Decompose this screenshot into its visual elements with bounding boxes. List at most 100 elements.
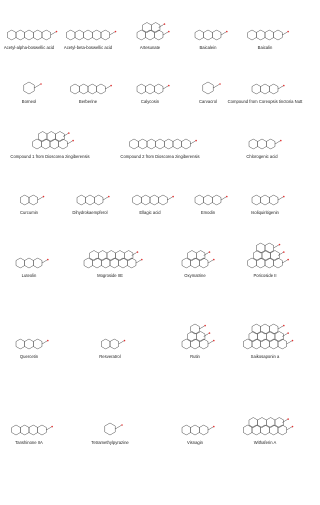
bond-line [105, 85, 111, 90]
ring [277, 338, 287, 350]
bond-line [282, 419, 288, 423]
heteroatom [167, 30, 170, 33]
heteroatom [163, 23, 166, 25]
heteroatom [291, 339, 294, 342]
ring [109, 338, 119, 350]
bond-line [220, 31, 227, 36]
ring [264, 29, 274, 41]
molecule: Artesunate [136, 22, 170, 50]
ring [155, 138, 165, 150]
heteroatom [110, 84, 112, 87]
bond-line [190, 140, 196, 145]
heteroatom [212, 425, 215, 428]
ring [274, 331, 284, 342]
ring [181, 424, 191, 436]
ring [248, 331, 258, 342]
molecule: Compound 2 from Dioscorea zingiberensis [120, 138, 200, 159]
molecule-label: Calycosin [141, 99, 160, 104]
ring [256, 257, 266, 269]
ring [15, 257, 25, 269]
ring [58, 138, 68, 150]
ring [20, 424, 30, 436]
ring [203, 29, 213, 41]
molecule-label: Isoliquiritigenin [251, 210, 279, 215]
ring [24, 29, 34, 41]
ring [145, 29, 155, 41]
ring [70, 83, 80, 95]
molecule-label: Acetyl-alpha-boswellic acid [4, 45, 55, 50]
ring [260, 194, 270, 206]
molecule: Resveratrol [99, 338, 126, 359]
ring [196, 331, 206, 342]
heteroatom [140, 258, 143, 261]
molecule: Withaferin A [243, 417, 294, 445]
bond-line [158, 24, 164, 28]
ring [257, 417, 267, 428]
molecule-label: Dihydrokaempferol [72, 210, 107, 215]
molecule: Dihydrokaempferol [72, 194, 110, 215]
ring [79, 83, 89, 95]
bond-line [277, 85, 284, 90]
ring [260, 83, 270, 95]
bond-line [277, 325, 284, 330]
ring [28, 194, 38, 206]
ring [41, 138, 51, 150]
bond-line [282, 259, 288, 264]
heteroatom [51, 425, 53, 428]
heteroatom [225, 195, 228, 198]
molecule: Compound from Coreopsis tinctoria Nutt [228, 83, 303, 104]
molecule-label: Acetyl-beta-boswellic acid [64, 45, 113, 50]
heteroatom [204, 324, 206, 327]
ring [273, 29, 283, 41]
ring [15, 338, 25, 350]
ring [74, 29, 84, 41]
ring [269, 83, 279, 95]
ring [264, 257, 274, 269]
ring [129, 138, 139, 150]
molecule: Chlorogenic acid [246, 138, 282, 159]
molecule-label: Chlorogenic acid [246, 154, 278, 159]
ring [248, 417, 258, 428]
molecule-label: Compound 1 from Dioscorea zingiberensis [10, 154, 89, 159]
bond-line [118, 340, 124, 345]
ring [101, 338, 111, 350]
ring [253, 250, 263, 261]
bond-line [199, 325, 205, 330]
ring [190, 257, 200, 269]
bond-line [167, 196, 173, 201]
heteroatom [123, 339, 126, 342]
bond-line [50, 31, 56, 36]
heteroatom [282, 195, 285, 198]
molecule-label: Saikosaponin a [251, 354, 280, 359]
molecule-label: Oxymatrine [184, 273, 206, 278]
ring [92, 257, 102, 269]
ring [132, 194, 142, 206]
ring [243, 424, 253, 436]
molecule-label: Carvacrol [199, 99, 217, 104]
molecule: Luteolin [15, 257, 49, 278]
bond-line [162, 85, 169, 90]
bond-line [162, 31, 169, 36]
ring [194, 194, 204, 206]
structure-figure: Acetyl-alpha-boswellic acid Acetyl-beta-b… [4, 22, 303, 445]
ring [37, 424, 47, 436]
ring [100, 29, 110, 41]
bond-line [37, 196, 43, 201]
ring [138, 138, 148, 150]
ring [196, 250, 206, 261]
ring [194, 29, 204, 41]
ring [83, 257, 93, 269]
heteroatom [282, 251, 285, 253]
bond-line [286, 340, 292, 345]
ring [172, 138, 182, 150]
ring [96, 83, 106, 95]
heteroatom [212, 258, 215, 261]
ring [127, 257, 137, 269]
ring [87, 83, 97, 95]
ring [190, 323, 200, 335]
molecule: Quercetin [15, 338, 49, 359]
ring [251, 424, 261, 436]
ring [49, 138, 59, 150]
ring [76, 194, 86, 206]
bond-line [282, 31, 288, 36]
